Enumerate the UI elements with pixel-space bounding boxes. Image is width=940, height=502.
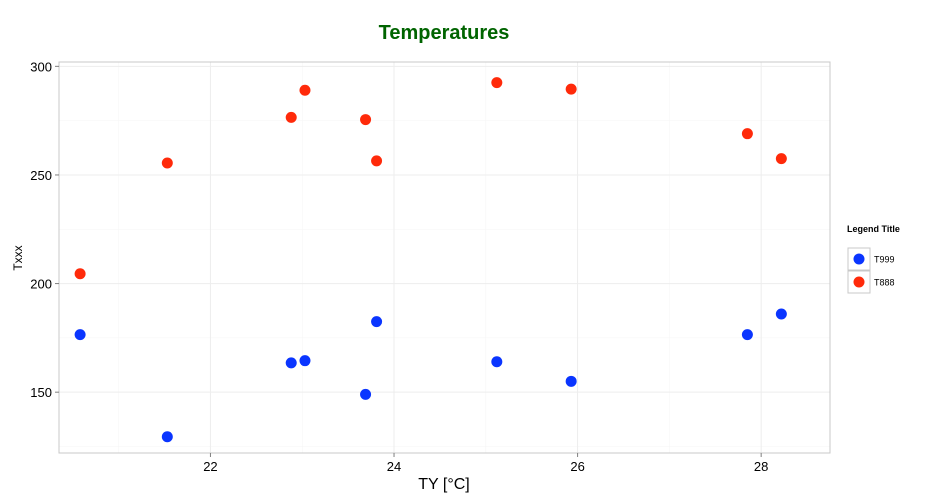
legend-title: Legend Title bbox=[847, 224, 900, 234]
point-t888 bbox=[74, 268, 86, 280]
grid bbox=[59, 62, 830, 453]
legend-item-t888: T888 bbox=[847, 270, 895, 294]
legend: Legend Title T999 T888 bbox=[847, 224, 900, 294]
point-t999 bbox=[285, 357, 297, 369]
point-t999 bbox=[371, 316, 383, 328]
x-tick-label: 26 bbox=[570, 459, 584, 474]
legend-label: T888 bbox=[874, 278, 895, 288]
point-t999 bbox=[299, 355, 311, 367]
point-t999 bbox=[741, 329, 753, 341]
y-tick-label: 300 bbox=[30, 59, 52, 74]
legend-items: T999 T888 bbox=[847, 247, 895, 294]
point-t999 bbox=[360, 388, 372, 400]
legend-marker bbox=[853, 253, 865, 265]
point-t888 bbox=[299, 84, 311, 96]
point-t888 bbox=[285, 111, 297, 123]
plot-border bbox=[58, 61, 831, 454]
y-tick-label: 150 bbox=[30, 385, 52, 400]
x-tick-label: 24 bbox=[387, 459, 401, 474]
point-t999 bbox=[775, 308, 787, 320]
point-t888 bbox=[775, 153, 787, 165]
axis-ticks: 22 24 26 28 150 200 250 300 bbox=[30, 59, 768, 474]
legend-marker bbox=[853, 276, 865, 288]
point-t888 bbox=[161, 157, 173, 169]
data-points bbox=[74, 77, 787, 443]
x-tick-label: 22 bbox=[203, 459, 217, 474]
point-t999 bbox=[161, 431, 173, 443]
x-tick-label: 28 bbox=[754, 459, 768, 474]
point-t999 bbox=[491, 356, 503, 368]
y-tick-label: 200 bbox=[30, 277, 52, 292]
point-t999 bbox=[74, 329, 86, 341]
point-t888 bbox=[491, 77, 503, 89]
legend-label: T999 bbox=[874, 255, 895, 265]
legend-item-t999: T999 bbox=[847, 247, 895, 271]
x-axis-title: TY [°C] bbox=[418, 476, 469, 493]
y-axis-title: Txxx bbox=[11, 245, 25, 270]
y-tick-label: 250 bbox=[30, 168, 52, 183]
point-t888 bbox=[371, 155, 383, 167]
point-t888 bbox=[360, 114, 372, 126]
chart-title: Temperatures bbox=[379, 22, 510, 44]
point-t888 bbox=[565, 83, 577, 95]
point-t888 bbox=[741, 128, 753, 140]
point-t999 bbox=[565, 375, 577, 387]
